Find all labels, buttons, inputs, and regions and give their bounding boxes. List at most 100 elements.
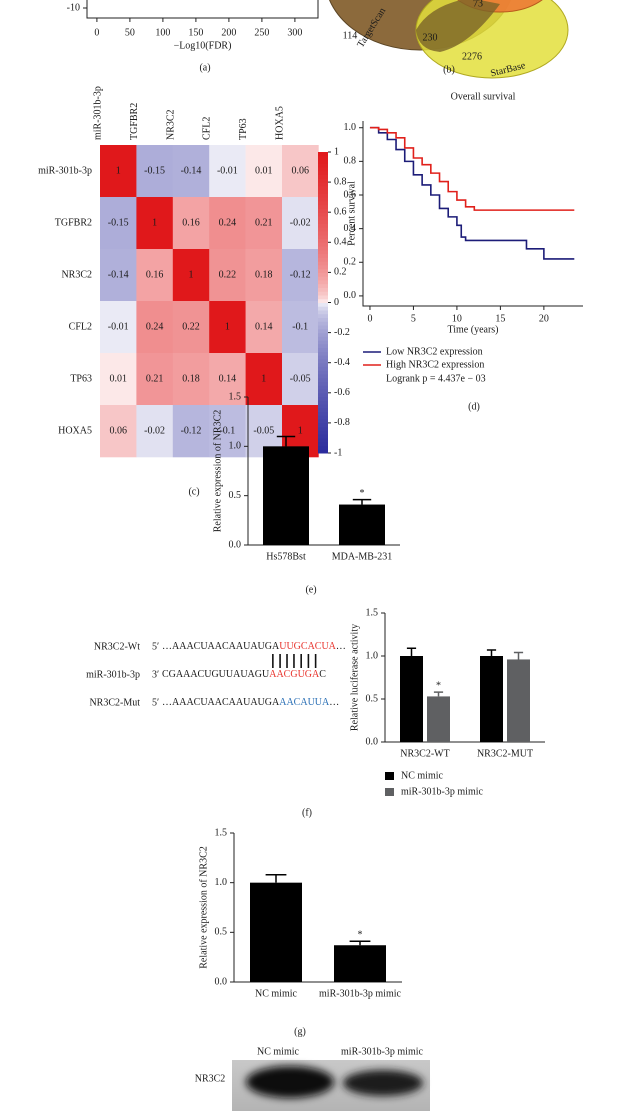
- y-tick-label: 1.0: [344, 122, 357, 133]
- bar: [480, 656, 503, 742]
- colorbar-step: [318, 174, 328, 179]
- y-tick-label: 0.4: [344, 223, 357, 234]
- colorbar-step: [318, 257, 328, 262]
- y-tick-label: 1.5: [366, 607, 379, 618]
- western-blot: NC mimic miR-301b-3p mimic NR3C2: [195, 1046, 430, 1111]
- sequence-site: AACGUGA: [269, 669, 320, 680]
- heatmap-cell: [209, 197, 246, 250]
- colorbar-step: [318, 370, 328, 375]
- cell-value: -0.05: [290, 373, 311, 384]
- colorbar-step: [318, 152, 328, 157]
- cell-value: 1: [225, 321, 230, 332]
- x-tick-label: 150: [188, 27, 203, 38]
- axis: [362, 121, 583, 307]
- cell-value: 0.16: [182, 217, 200, 228]
- colorbar-step: [318, 246, 328, 251]
- sequence: …AAACUAACAAUAUGAUUGCACUA…: [162, 641, 346, 652]
- cell-value: -0.15: [144, 165, 165, 176]
- heatmap-cell: [282, 301, 319, 354]
- colorbar-step: [318, 215, 328, 221]
- y-axis-label: Percent survival: [346, 181, 357, 246]
- blot-band: [343, 1070, 423, 1096]
- venn-count: 73: [473, 0, 483, 9]
- sequence: …AAACUAACAAUAUGAAACAUUA…: [162, 697, 339, 708]
- error-bar: [265, 873, 287, 883]
- colorbar-step: [318, 268, 328, 273]
- colorbar-step: [318, 306, 328, 311]
- sequence-label: NR3C2-Mut: [89, 697, 140, 708]
- colorbar-step: [318, 415, 328, 420]
- sequence-tail: …: [336, 641, 346, 652]
- colorbar-step: [318, 430, 328, 435]
- y-tick-label: 0.5: [366, 693, 379, 704]
- heatmap-cell: [245, 249, 283, 302]
- sequence-tail: …: [329, 697, 339, 708]
- y-tick-label: 1.0: [229, 441, 242, 452]
- y-tick-label: 1.5: [229, 391, 242, 402]
- y-tick-label: 1.0: [215, 877, 228, 888]
- sequence: CGAAACUGUUAUAGUAACGUGAC: [162, 669, 326, 680]
- y-tick-label: 0.0: [344, 290, 357, 301]
- bar: [339, 504, 385, 545]
- panel-label: (e): [305, 584, 316, 595]
- survival-curve: [369, 126, 575, 211]
- colorbar-step: [318, 340, 328, 345]
- colorbar-step: [318, 234, 328, 240]
- y-tick-label: 0.2: [344, 257, 357, 268]
- colorbar-step: [318, 332, 328, 337]
- x-tick-label: 20: [539, 313, 549, 324]
- legend-label: miR-301b-3p mimic: [401, 786, 484, 797]
- x-tick-label: MDA-MB-231: [332, 551, 393, 562]
- y-tick-label: -10: [67, 2, 80, 13]
- colorbar-label: -0.8: [334, 417, 350, 428]
- cell-value: 0.14: [255, 321, 273, 332]
- x-tick-label: 0: [367, 313, 372, 324]
- colorbar-label: -1: [334, 447, 342, 458]
- colorbar-label: 1: [334, 146, 339, 157]
- colorbar-step: [318, 302, 328, 307]
- heatmap-cell: [172, 405, 210, 458]
- colorbar-step: [318, 159, 328, 164]
- panel-label: (a): [199, 62, 210, 73]
- colorbar-step: [318, 227, 328, 232]
- colorbar-step: [318, 343, 328, 349]
- significance-mark: *: [358, 930, 363, 941]
- colorbar-step: [318, 426, 328, 431]
- sequence-tail: C: [319, 669, 326, 680]
- x-tick-label: 100: [155, 27, 170, 38]
- axis-frame: [86, 0, 319, 19]
- colorbar-label: 0.8: [334, 176, 347, 187]
- error-bar: [513, 651, 524, 660]
- heatmap-cell: [209, 353, 246, 406]
- bar: [334, 945, 386, 982]
- x-tick-label: 300: [287, 27, 302, 38]
- x-tick-label: 200: [221, 27, 236, 38]
- chart-title: Overall survival: [451, 91, 516, 102]
- cell-value: -0.02: [144, 425, 165, 436]
- colorbar-step: [318, 253, 328, 258]
- sequence-alignment: NR3C2-Wt 5′ …AAACUAACAAUAUGAUUGCACUA… mi…: [86, 641, 346, 708]
- sequence-end: 3′: [152, 669, 159, 680]
- colorbar-step: [318, 276, 328, 281]
- heatmap-cell: [100, 405, 137, 458]
- cell-value: -0.15: [108, 217, 129, 228]
- lane-label: miR-301b-3p mimic: [341, 1046, 424, 1057]
- colorbar-step: [318, 445, 328, 450]
- cell-value: 0.18: [255, 269, 273, 280]
- panel-label: (g): [294, 1026, 306, 1037]
- cell-value: 0.16: [146, 269, 164, 280]
- x-tick-label: NR3C2-WT: [400, 748, 449, 759]
- row-label: NR3C2: [61, 269, 92, 280]
- significance-mark: *: [436, 680, 441, 691]
- colorbar-step: [318, 385, 328, 390]
- colorbar-label: -0.6: [334, 387, 350, 398]
- x-tick-label: miR-301b-3p mimic: [319, 988, 402, 999]
- colorbar-step: [318, 238, 328, 243]
- heatmap-cell: [100, 301, 137, 354]
- colorbar-step: [318, 317, 328, 322]
- colorbar-step: [318, 366, 328, 371]
- x-tick-label: NC mimic: [255, 988, 298, 999]
- base-pairs: [272, 654, 317, 668]
